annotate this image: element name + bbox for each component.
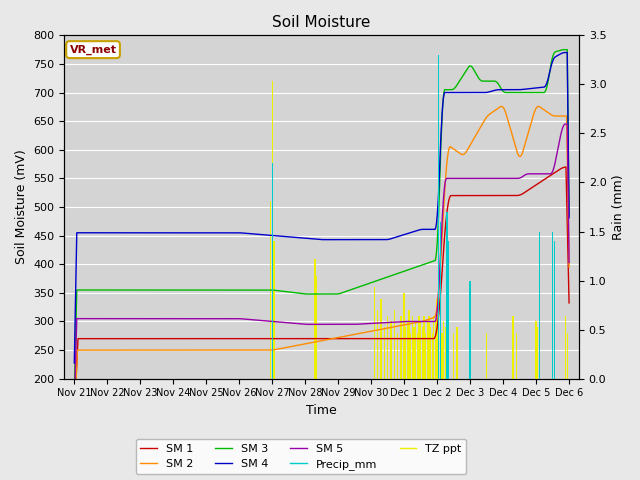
- Bar: [410, 333, 412, 379]
- Y-axis label: Rain (mm): Rain (mm): [612, 174, 625, 240]
- Bar: [438, 327, 440, 379]
- Bar: [436, 299, 438, 379]
- Bar: [425, 333, 426, 379]
- Bar: [428, 316, 429, 379]
- Bar: [271, 163, 273, 379]
- Bar: [407, 322, 408, 379]
- Bar: [552, 231, 553, 379]
- Bar: [413, 327, 415, 379]
- Bar: [536, 322, 537, 379]
- Bar: [405, 327, 406, 379]
- Text: VR_met: VR_met: [70, 45, 116, 55]
- Bar: [374, 287, 375, 379]
- Bar: [314, 259, 316, 379]
- Bar: [554, 241, 555, 379]
- Bar: [423, 316, 424, 379]
- Bar: [446, 212, 448, 379]
- Bar: [380, 299, 381, 379]
- Bar: [443, 322, 444, 379]
- Bar: [384, 327, 385, 379]
- Y-axis label: Soil Moisture (mV): Soil Moisture (mV): [15, 150, 28, 264]
- X-axis label: Time: Time: [307, 404, 337, 417]
- Bar: [390, 322, 392, 379]
- Bar: [567, 333, 568, 379]
- Bar: [419, 316, 420, 379]
- Bar: [537, 327, 538, 379]
- Title: Soil Moisture: Soil Moisture: [273, 15, 371, 30]
- Bar: [273, 241, 275, 379]
- Bar: [554, 327, 555, 379]
- Bar: [442, 333, 443, 379]
- Bar: [316, 276, 317, 379]
- Bar: [516, 333, 517, 379]
- Bar: [394, 310, 395, 379]
- Bar: [453, 333, 454, 379]
- Bar: [412, 316, 413, 379]
- Bar: [445, 327, 446, 379]
- Bar: [435, 322, 436, 379]
- Bar: [431, 333, 433, 379]
- Bar: [486, 333, 487, 379]
- Bar: [470, 281, 471, 379]
- Bar: [420, 322, 421, 379]
- Bar: [427, 322, 428, 379]
- Bar: [539, 333, 540, 379]
- Bar: [433, 316, 435, 379]
- Bar: [539, 231, 540, 379]
- Bar: [430, 327, 431, 379]
- Bar: [271, 81, 273, 379]
- Bar: [403, 293, 405, 379]
- Bar: [565, 316, 566, 379]
- Bar: [397, 333, 398, 379]
- Bar: [417, 333, 418, 379]
- Bar: [270, 201, 271, 379]
- Bar: [438, 55, 440, 379]
- Bar: [456, 327, 458, 379]
- Bar: [400, 316, 401, 379]
- Legend: SM 1, SM 2, SM 3, SM 4, SM 5, Precip_mm, TZ ppt: SM 1, SM 2, SM 3, SM 4, SM 5, Precip_mm,…: [136, 439, 466, 474]
- Bar: [377, 310, 378, 379]
- Bar: [552, 316, 553, 379]
- Bar: [440, 316, 441, 379]
- Bar: [513, 316, 514, 379]
- Bar: [440, 222, 441, 379]
- Bar: [387, 316, 388, 379]
- Bar: [422, 327, 423, 379]
- Bar: [448, 241, 449, 379]
- Bar: [408, 310, 410, 379]
- Bar: [415, 322, 417, 379]
